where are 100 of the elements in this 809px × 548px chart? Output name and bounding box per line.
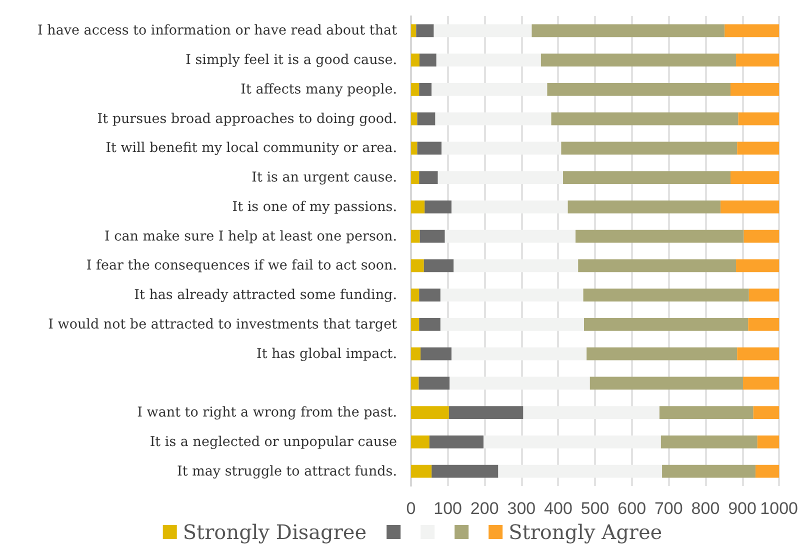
bar (576, 230, 744, 243)
bar (547, 82, 731, 96)
bar (568, 200, 721, 214)
bar (744, 230, 780, 243)
bar (736, 54, 780, 67)
bar (416, 24, 434, 38)
y-tick-label: It is a neglected or unpopular cause (150, 434, 398, 450)
x-tick-label: 400 (544, 499, 572, 518)
bar (411, 82, 420, 96)
x-tick-label: 1000 (760, 499, 798, 518)
bar (424, 200, 452, 214)
bar (563, 171, 731, 184)
bar (432, 464, 498, 478)
y-tick-label: It is one of my passions. (232, 198, 397, 215)
bar (737, 142, 780, 155)
bar (436, 54, 541, 67)
bar (444, 230, 576, 243)
bar (442, 142, 562, 155)
x-tick-label: 500 (580, 499, 610, 518)
legend-label: Strongly Disagree (182, 520, 367, 544)
bar (438, 171, 564, 184)
bar (730, 82, 780, 96)
bar (411, 435, 430, 448)
bar (551, 112, 738, 126)
bar (584, 318, 748, 331)
bar (419, 288, 440, 302)
bar (720, 200, 780, 214)
bar (419, 54, 436, 67)
y-tick-label: It may struggle to attract funds. (177, 463, 397, 480)
bar (753, 406, 780, 420)
bar (429, 435, 484, 448)
legend-label: Strongly Agree (508, 520, 662, 544)
bar (450, 376, 590, 390)
bar (659, 406, 754, 420)
x-tick-label: 900 (728, 499, 756, 518)
bar (440, 318, 584, 331)
y-tick-label: It pursues broad approaches to doing good. (97, 110, 397, 127)
bar (756, 464, 780, 478)
y-tick-label: I would not be attracted to investments that target (48, 316, 398, 332)
y-tick-label: It affects many people. (240, 81, 397, 98)
bar (411, 318, 420, 331)
bar (590, 376, 744, 390)
bar (420, 347, 452, 360)
bar (660, 435, 758, 448)
bar (419, 82, 432, 96)
bar (757, 435, 780, 448)
bar (424, 259, 454, 272)
bar (411, 112, 418, 126)
bar (411, 54, 420, 67)
bar (523, 406, 660, 420)
bar (411, 24, 416, 38)
bar (662, 464, 756, 478)
bar (561, 142, 738, 155)
x-tick-label: 300 (507, 499, 536, 518)
x-tick-label: 0 (406, 499, 416, 518)
bar (435, 112, 552, 126)
y-tick-label: I fear the consequences if we fail to act soon. (86, 258, 397, 274)
bar (420, 230, 445, 243)
bar (586, 347, 738, 360)
bar (411, 259, 424, 272)
bar (578, 259, 736, 272)
y-tick-label: I have access to information or have read about that (38, 22, 398, 39)
bar (434, 24, 532, 38)
bar (448, 406, 524, 420)
bar (540, 54, 736, 67)
bar (419, 171, 438, 184)
y-tick-label: It will benefit my local community or area. (106, 140, 397, 156)
bar (730, 171, 780, 184)
bar (411, 406, 449, 420)
bar (454, 259, 578, 272)
bar (451, 200, 568, 214)
bar (743, 376, 780, 390)
y-tick-label: I want to right a wrong from the past. (137, 404, 397, 421)
bar (411, 376, 419, 390)
y-tick-label: It has already attracted some funding. (134, 287, 397, 304)
bar (432, 82, 548, 96)
bar (417, 112, 436, 126)
bar (484, 435, 661, 448)
bar (411, 347, 421, 360)
y-tick-label: I simply feel it is a good cause. (186, 52, 397, 68)
bar (737, 347, 780, 360)
bar (411, 200, 425, 214)
bar (411, 142, 418, 155)
bar (419, 318, 440, 331)
bar (583, 288, 749, 302)
bar (418, 376, 450, 390)
y-tick-label: It is an urgent cause. (252, 170, 397, 186)
bar (748, 288, 780, 302)
bar (738, 112, 780, 126)
bar (498, 464, 662, 478)
bar (417, 142, 442, 155)
bar (724, 24, 780, 38)
y-tick-label: It has global impact. (256, 346, 397, 362)
x-tick-label: 600 (618, 499, 646, 518)
bar (440, 288, 584, 302)
x-tick-label: 200 (470, 499, 499, 518)
x-tick-label: 800 (691, 499, 720, 518)
bar (411, 464, 432, 478)
bar (748, 318, 780, 331)
bar (411, 171, 420, 184)
